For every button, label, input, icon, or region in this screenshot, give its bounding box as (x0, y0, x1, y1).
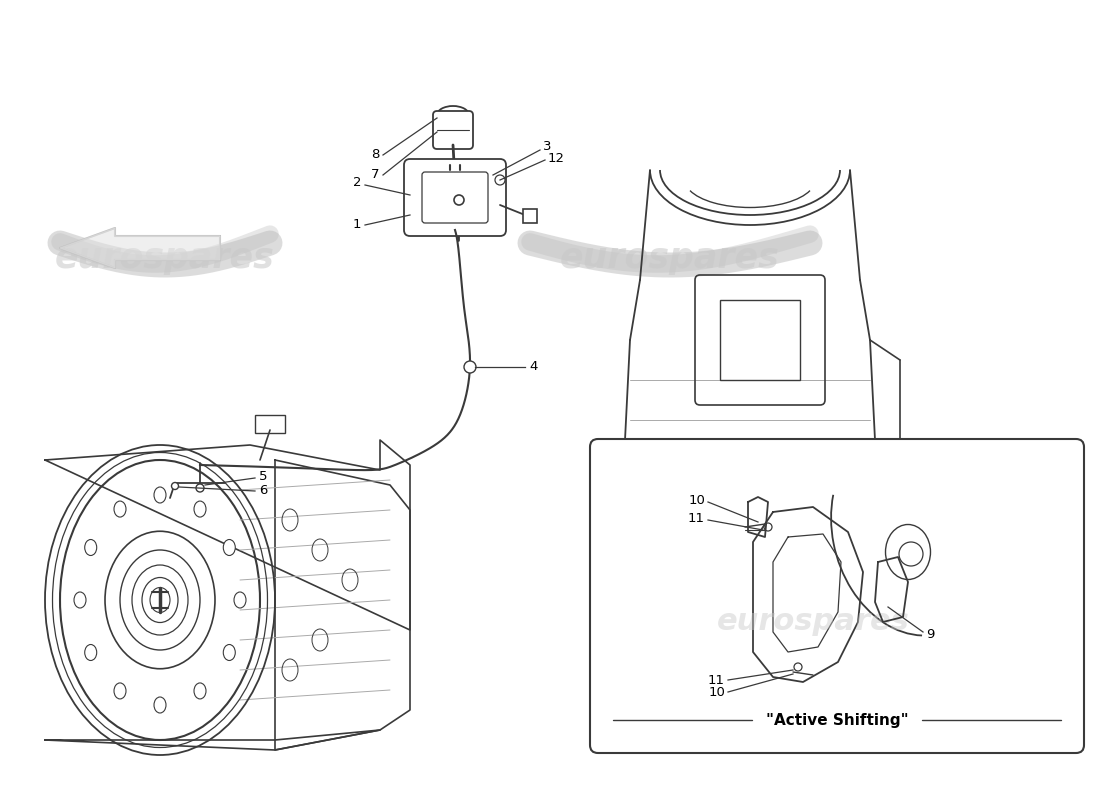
Ellipse shape (437, 106, 469, 124)
Text: 2: 2 (352, 177, 361, 190)
Text: 10: 10 (689, 494, 705, 507)
Ellipse shape (194, 683, 206, 699)
Ellipse shape (154, 487, 166, 503)
Text: "Active Shifting": "Active Shifting" (766, 713, 909, 727)
Ellipse shape (234, 592, 246, 608)
Circle shape (172, 482, 178, 490)
FancyBboxPatch shape (433, 111, 473, 149)
Bar (522, 209, 537, 223)
Text: eurospares: eurospares (560, 241, 780, 275)
Ellipse shape (85, 645, 97, 661)
Text: 12: 12 (548, 153, 565, 166)
Circle shape (464, 361, 476, 373)
Text: 9: 9 (926, 627, 934, 641)
Text: 4: 4 (529, 361, 538, 374)
Text: 7: 7 (371, 169, 380, 182)
Text: eurospares: eurospares (716, 607, 910, 637)
Ellipse shape (114, 683, 126, 699)
Text: 1: 1 (352, 218, 361, 231)
FancyBboxPatch shape (590, 439, 1084, 753)
Text: 11: 11 (708, 674, 725, 687)
Text: 5: 5 (258, 470, 267, 483)
Text: 10: 10 (708, 686, 725, 699)
Circle shape (454, 195, 464, 205)
Text: 3: 3 (543, 141, 551, 154)
Text: 8: 8 (371, 149, 380, 162)
Circle shape (196, 484, 204, 492)
Text: 11: 11 (688, 513, 705, 526)
Ellipse shape (74, 592, 86, 608)
Ellipse shape (114, 501, 126, 517)
Text: eurospares: eurospares (55, 241, 275, 275)
FancyBboxPatch shape (404, 159, 506, 236)
Text: 6: 6 (258, 485, 267, 498)
Ellipse shape (223, 645, 235, 661)
Bar (255, 415, 285, 433)
Bar (720, 300, 800, 380)
Ellipse shape (154, 697, 166, 713)
Ellipse shape (223, 539, 235, 555)
Ellipse shape (194, 501, 206, 517)
Polygon shape (60, 228, 220, 268)
Ellipse shape (60, 460, 260, 740)
Ellipse shape (85, 539, 97, 555)
